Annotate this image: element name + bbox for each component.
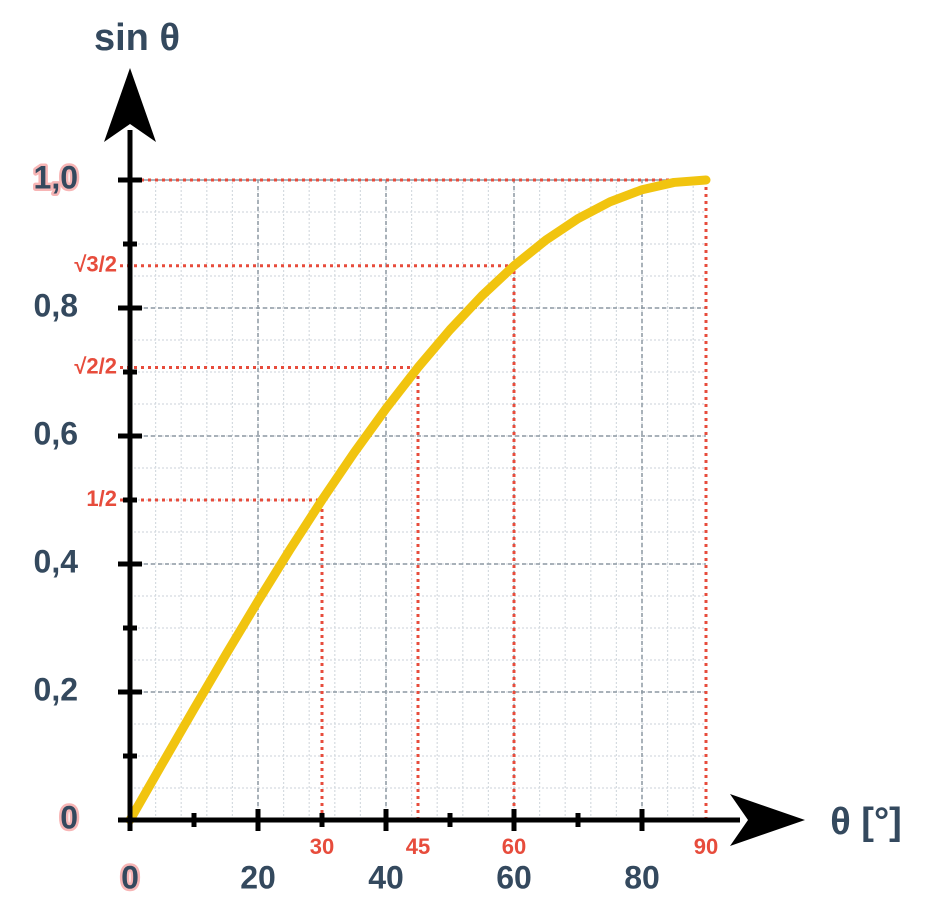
- x-tick-label: 40: [368, 859, 404, 895]
- x-tick-label: 60: [496, 859, 532, 895]
- y-tick-label: 0,4: [34, 543, 79, 579]
- y-tick-label: 0,2: [34, 671, 78, 707]
- x-tick-label: 20: [240, 859, 276, 895]
- special-x-label: 90: [694, 834, 718, 859]
- y-axis-arrow: [104, 68, 156, 142]
- special-y-label: √3/2: [74, 252, 117, 277]
- y-tick-label: 0,6: [34, 415, 78, 451]
- y-axis-title: sin θ: [94, 17, 180, 59]
- special-x-label: 30: [310, 834, 334, 859]
- x-axis-arrow: [730, 794, 805, 846]
- special-y-label: √2/2: [74, 353, 117, 378]
- x-axis-title: θ [°]: [830, 801, 902, 843]
- x-tick-label: 0: [121, 859, 139, 895]
- y-tick-label: 0,8: [34, 287, 78, 323]
- line: [125, 175, 711, 825]
- special-x-label: 45: [406, 834, 430, 859]
- special-x-label: 60: [502, 834, 526, 859]
- special-y-label: 1/2: [86, 486, 117, 511]
- x-tick-label: 80: [624, 859, 660, 895]
- y-tick-label: 1,0: [34, 159, 78, 195]
- y-tick-label: 0: [60, 799, 78, 835]
